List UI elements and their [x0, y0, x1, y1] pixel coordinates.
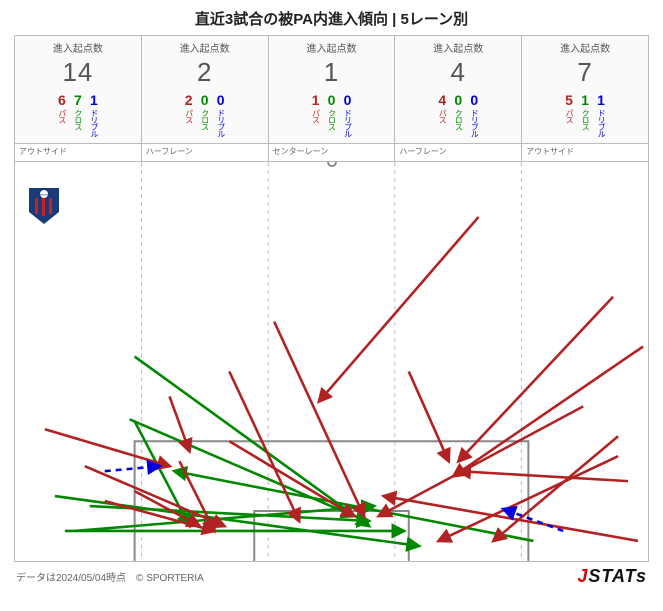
lane-header-label: 進入起点数 [524, 40, 646, 55]
lane-cross-label: クロス [581, 109, 589, 130]
lane-dribble-label: ドリブル [597, 109, 605, 137]
arrows-svg [15, 162, 648, 561]
stats-logo: JSTATs [577, 566, 647, 587]
lane-total: 1 [271, 57, 393, 88]
lane-dribble-count: 1 [90, 92, 98, 108]
lane-header-label: 進入起点数 [397, 40, 519, 55]
lane-header-label: 進入起点数 [17, 40, 139, 55]
logo-prefix: J [577, 566, 588, 586]
lane-box: 進入起点数 7 5パス 1クロス 1ドリブル [521, 35, 649, 144]
lane-breakdown: 1パス 0クロス 0ドリブル [271, 92, 393, 137]
lane-dribble-label: ドリブル [90, 109, 98, 137]
lane-pass-count: 2 [185, 92, 193, 108]
chart-title: 直近3試合の被PA内進入傾向 | 5レーン別 [0, 0, 663, 35]
lane-pass-count: 6 [58, 92, 66, 108]
lane-pass-label: パス [311, 109, 319, 123]
lane-total: 14 [17, 57, 139, 88]
lane-cross-count: 0 [454, 92, 462, 108]
lane-dribble-label: ドリブル [343, 109, 351, 137]
lane-stats-row: 進入起点数 14 6パス 7クロス 1ドリブル 進入起点数 2 2パス 0クロス… [0, 35, 663, 144]
lane-dribble-count: 0 [470, 92, 478, 108]
lane-pass-count: 1 [312, 92, 320, 108]
lane-cross-count: 1 [581, 92, 589, 108]
lane-header-label: 進入起点数 [144, 40, 266, 55]
lane-dribble-count: 1 [597, 92, 605, 108]
lane-total: 7 [524, 57, 646, 88]
lane-name: ハーフレーン [141, 144, 268, 162]
svg-text:TOKYO: TOKYO [40, 195, 48, 197]
lane-total: 2 [144, 57, 266, 88]
lane-pass-count: 4 [438, 92, 446, 108]
logo-text: STATs [588, 566, 647, 586]
lane-box: 進入起点数 4 4パス 0クロス 0ドリブル [394, 35, 521, 144]
lane-dribble-count: 0 [344, 92, 352, 108]
footer: データは2024/05/04時点 © SPORTERIA JSTATs [0, 562, 663, 587]
team-badge: TOKYO [29, 188, 59, 224]
lane-name: センターレーン [268, 144, 395, 162]
lane-cross-label: クロス [327, 109, 335, 130]
lane-pass-label: パス [185, 109, 193, 123]
lane-pass-count: 5 [565, 92, 573, 108]
lane-breakdown: 6パス 7クロス 1ドリブル [17, 92, 139, 137]
lane-name: アウトサイド [521, 144, 649, 162]
lane-pass-label: パス [58, 109, 66, 123]
lane-name: ハーフレーン [394, 144, 521, 162]
lane-box: 進入起点数 2 2パス 0クロス 0ドリブル [141, 35, 268, 144]
lane-cross-count: 7 [74, 92, 82, 108]
lane-dribble-label: ドリブル [470, 109, 478, 137]
lane-cross-label: クロス [454, 109, 462, 130]
lane-breakdown: 5パス 1クロス 1ドリブル [524, 92, 646, 137]
lane-total: 4 [397, 57, 519, 88]
pitch-area: TOKYO [14, 162, 649, 562]
lane-breakdown: 2パス 0クロス 0ドリブル [144, 92, 266, 137]
lane-box: 進入起点数 14 6パス 7クロス 1ドリブル [14, 35, 141, 144]
lane-cross-label: クロス [201, 109, 209, 130]
lane-dribble-count: 0 [217, 92, 225, 108]
lane-box: 進入起点数 1 1パス 0クロス 0ドリブル [268, 35, 395, 144]
lane-cross-count: 0 [201, 92, 209, 108]
lane-names-row: アウトサイドハーフレーンセンターレーンハーフレーンアウトサイド [0, 144, 663, 162]
lane-pass-label: パス [438, 109, 446, 123]
footer-text: データは2024/05/04時点 © SPORTERIA [16, 569, 204, 584]
lane-name: アウトサイド [14, 144, 141, 162]
lane-cross-label: クロス [74, 109, 82, 130]
lane-header-label: 進入起点数 [271, 40, 393, 55]
lane-cross-count: 0 [328, 92, 336, 108]
lane-dribble-label: ドリブル [217, 109, 225, 137]
lane-breakdown: 4パス 0クロス 0ドリブル [397, 92, 519, 137]
lane-pass-label: パス [565, 109, 573, 123]
